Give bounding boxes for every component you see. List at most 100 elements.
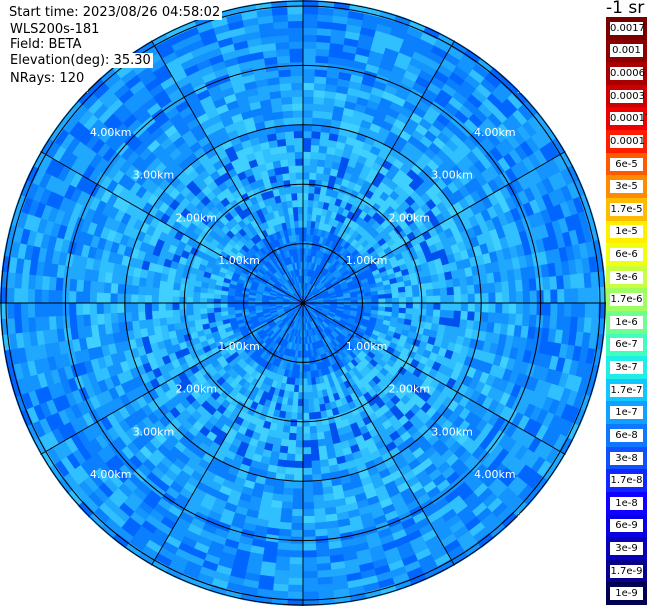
range-bin-cell bbox=[130, 311, 139, 322]
range-bin-cell bbox=[438, 280, 448, 289]
range-bin-cell bbox=[290, 68, 304, 77]
range-bin-cell bbox=[309, 165, 318, 174]
range-bin-cell bbox=[308, 192, 315, 201]
range-bin-cell bbox=[171, 295, 180, 304]
range-bin-cell bbox=[460, 285, 469, 296]
range-bin-cell bbox=[542, 276, 551, 291]
range-bin-cell bbox=[302, 502, 315, 510]
range-bin-cell bbox=[226, 302, 235, 308]
range-bin-cell bbox=[220, 302, 228, 308]
range-bin-cell bbox=[280, 438, 289, 448]
range-bin-cell bbox=[34, 288, 42, 304]
range-bin-cell bbox=[515, 302, 524, 315]
range-bin-cell bbox=[521, 314, 531, 328]
range-bin-cell bbox=[317, 445, 328, 455]
range-bin-cell bbox=[446, 310, 455, 320]
range-bin-cell bbox=[276, 542, 291, 551]
range-bin-cell bbox=[302, 378, 308, 386]
range-bin-cell bbox=[398, 297, 407, 304]
range-bin-cell bbox=[199, 307, 208, 315]
range-bin-cell bbox=[501, 281, 510, 293]
range-bin-cell bbox=[185, 302, 194, 310]
range-bin-cell bbox=[371, 294, 379, 300]
range-bin-cell bbox=[286, 199, 294, 209]
range-bin-cell bbox=[550, 289, 559, 304]
range-bin-cell bbox=[313, 508, 326, 517]
range-bin-cell bbox=[591, 287, 600, 304]
range-bin-cell bbox=[312, 397, 320, 407]
range-bin-cell bbox=[297, 385, 304, 393]
range-bin-cell bbox=[110, 312, 119, 324]
range-bin-cell bbox=[294, 151, 304, 159]
range-bin-cell bbox=[302, 591, 319, 600]
range-bin-cell bbox=[495, 302, 504, 314]
range-bin-cell bbox=[405, 296, 414, 304]
range-bin-cell bbox=[371, 298, 380, 304]
range-bin-cell bbox=[302, 481, 314, 490]
range-bin-cell bbox=[501, 313, 510, 325]
range-bin-cell bbox=[291, 502, 304, 510]
range-bin-cell bbox=[302, 96, 315, 104]
range-bin-cell bbox=[291, 509, 304, 517]
range-bin-cell bbox=[460, 294, 469, 304]
range-bin-cell bbox=[292, 116, 304, 125]
range-bin-cell bbox=[313, 514, 327, 524]
range-bin-cell bbox=[292, 495, 304, 504]
range-bin-cell bbox=[312, 480, 323, 490]
range-bin-cell bbox=[297, 199, 304, 208]
range-bin-cell bbox=[313, 89, 326, 98]
range-bin-cell bbox=[302, 82, 315, 91]
range-bin-cell bbox=[584, 302, 593, 319]
range-bin-cell bbox=[419, 289, 428, 298]
range-bin-cell bbox=[68, 290, 77, 304]
range-bin-cell bbox=[102, 292, 111, 304]
range-bin-cell bbox=[165, 316, 175, 325]
range-bin-cell bbox=[116, 302, 125, 314]
range-bin-cell bbox=[419, 308, 428, 317]
range-bin-cell bbox=[294, 144, 304, 153]
range-bin-cell bbox=[294, 220, 300, 228]
range-bin-cell bbox=[82, 302, 91, 315]
range-bin-cell bbox=[287, 20, 304, 29]
range-bin-cell bbox=[378, 298, 386, 304]
range-bin-cell bbox=[290, 522, 304, 531]
range-bin-cell bbox=[54, 289, 63, 304]
range-bin-cell bbox=[288, 172, 297, 181]
range-bin-cell bbox=[295, 433, 304, 442]
range-bin-cell bbox=[82, 279, 92, 293]
range-bin-cell bbox=[425, 288, 434, 297]
range-bin-cell bbox=[419, 296, 428, 304]
range-bin-cell bbox=[296, 185, 304, 194]
range-bin-cell bbox=[299, 240, 304, 249]
range-bin-cell bbox=[172, 315, 181, 324]
range-bin-cell bbox=[440, 295, 448, 304]
range-bin-cell bbox=[185, 308, 194, 316]
range-bin-cell bbox=[317, 438, 326, 448]
range-bin-cell bbox=[290, 75, 304, 84]
range-bin-cell bbox=[158, 280, 168, 289]
range-bin-cell bbox=[432, 309, 441, 318]
range-bin-cell bbox=[165, 309, 174, 318]
range-bin-cell bbox=[357, 299, 366, 304]
range-bin-cell bbox=[227, 306, 235, 312]
range-bin-cell bbox=[288, 564, 304, 572]
range-bin-cell bbox=[564, 302, 572, 318]
range-bin-cell bbox=[288, 34, 304, 42]
range-bin-cell bbox=[446, 286, 455, 296]
range-bin-cell bbox=[307, 384, 313, 393]
range-bin-cell bbox=[509, 291, 517, 304]
range-bin-cell bbox=[109, 292, 118, 304]
range-bin-cell bbox=[294, 137, 304, 146]
range-bin-cell bbox=[309, 439, 319, 448]
range-bin-cell bbox=[68, 302, 77, 316]
range-bin-cell bbox=[284, 186, 292, 195]
range-bin-cell bbox=[438, 317, 448, 326]
range-bin-cell bbox=[178, 308, 187, 317]
range-bin-cell bbox=[151, 317, 161, 328]
range-bin-cell bbox=[302, 151, 312, 159]
range-bin-cell bbox=[289, 54, 304, 63]
range-bin-cell bbox=[289, 543, 304, 552]
range-bin-cell bbox=[292, 109, 304, 118]
range-bin-cell bbox=[378, 294, 386, 300]
